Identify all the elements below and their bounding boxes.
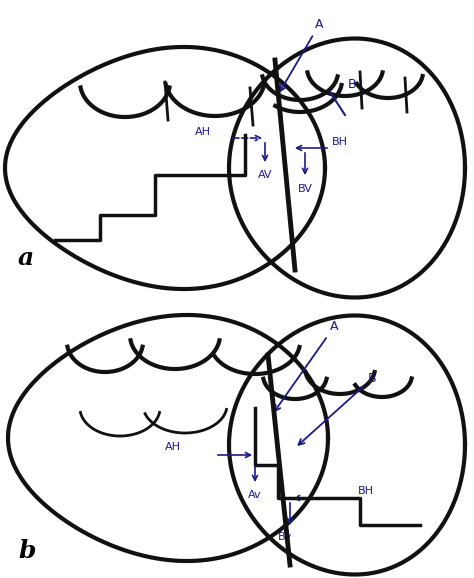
Text: BH: BH — [358, 486, 374, 496]
Text: Av: Av — [248, 490, 262, 500]
Text: AV: AV — [258, 170, 273, 180]
Text: a: a — [18, 246, 34, 270]
Text: B: B — [348, 78, 356, 91]
Text: BH: BH — [332, 137, 348, 147]
Text: A: A — [281, 18, 323, 91]
Text: B: B — [299, 372, 377, 445]
Text: A: A — [275, 320, 338, 411]
Text: Bv: Bv — [278, 532, 292, 542]
Text: b: b — [18, 539, 36, 563]
Text: BV: BV — [298, 184, 313, 194]
Text: AH: AH — [195, 127, 211, 137]
Text: AH: AH — [165, 442, 181, 452]
